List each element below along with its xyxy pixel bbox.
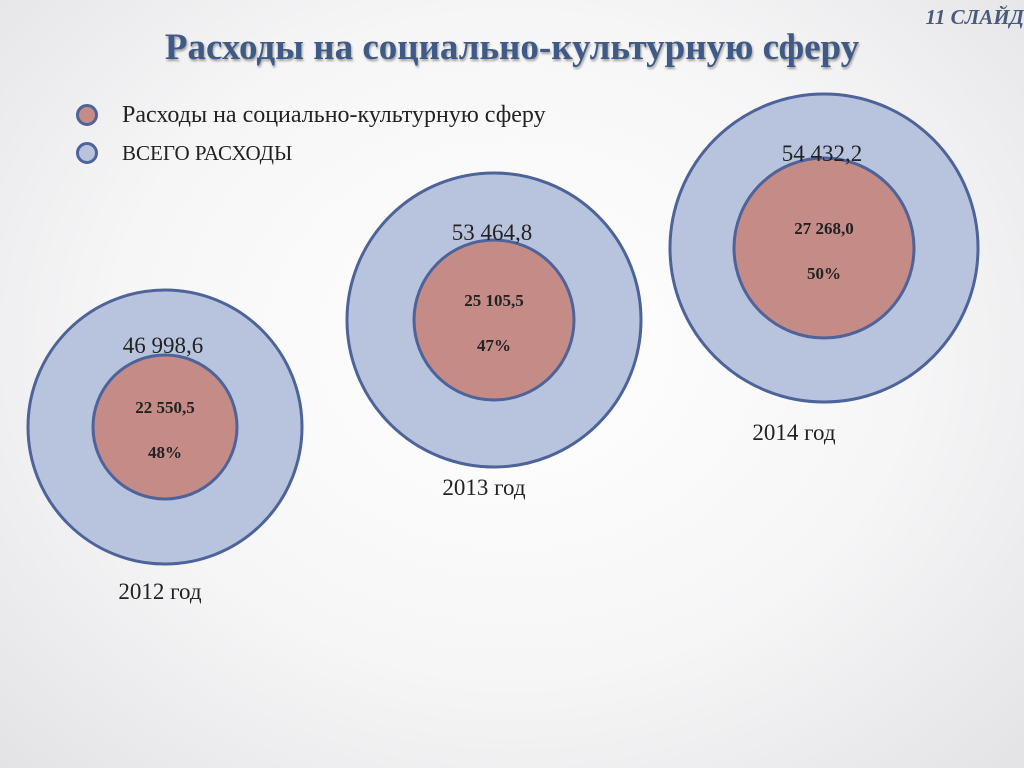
- year-label: 2012 год: [118, 579, 201, 604]
- legend-swatch-social: [76, 104, 98, 126]
- legend-swatch-total: [76, 142, 98, 164]
- year-label: 2014 год: [752, 420, 835, 445]
- social-value-label: 25 105,5: [464, 291, 524, 310]
- slide-number: 11 СЛАЙД: [925, 5, 1024, 29]
- social-bubble: [91, 353, 239, 501]
- social-bubble: [412, 238, 576, 402]
- legend-item-total: ВСЕГО РАСХОДЫ: [76, 134, 546, 172]
- share-label: 48%: [148, 443, 182, 462]
- social-value-label: 27 268,0: [794, 219, 854, 238]
- share-label: 50%: [807, 264, 841, 283]
- legend-label-social: Расходы на социально-культурную сферу: [122, 101, 546, 128]
- share-label: 47%: [477, 336, 511, 355]
- total-value-label: 53 464,8: [452, 220, 533, 245]
- social-bubble: [732, 156, 916, 340]
- slide-title: Расходы на социально-культурную сферу: [164, 27, 860, 68]
- total-value-label: 54 432,2: [782, 141, 863, 166]
- year-label: 2013 год: [442, 475, 525, 500]
- legend: Расходы на социально-культурную сферу ВС…: [76, 96, 546, 172]
- total-value-label: 46 998,6: [123, 333, 204, 358]
- legend-label-total: ВСЕГО РАСХОДЫ: [122, 140, 293, 165]
- social-value-label: 22 550,5: [135, 398, 195, 417]
- legend-item-social: Расходы на социально-культурную сферу: [76, 96, 546, 134]
